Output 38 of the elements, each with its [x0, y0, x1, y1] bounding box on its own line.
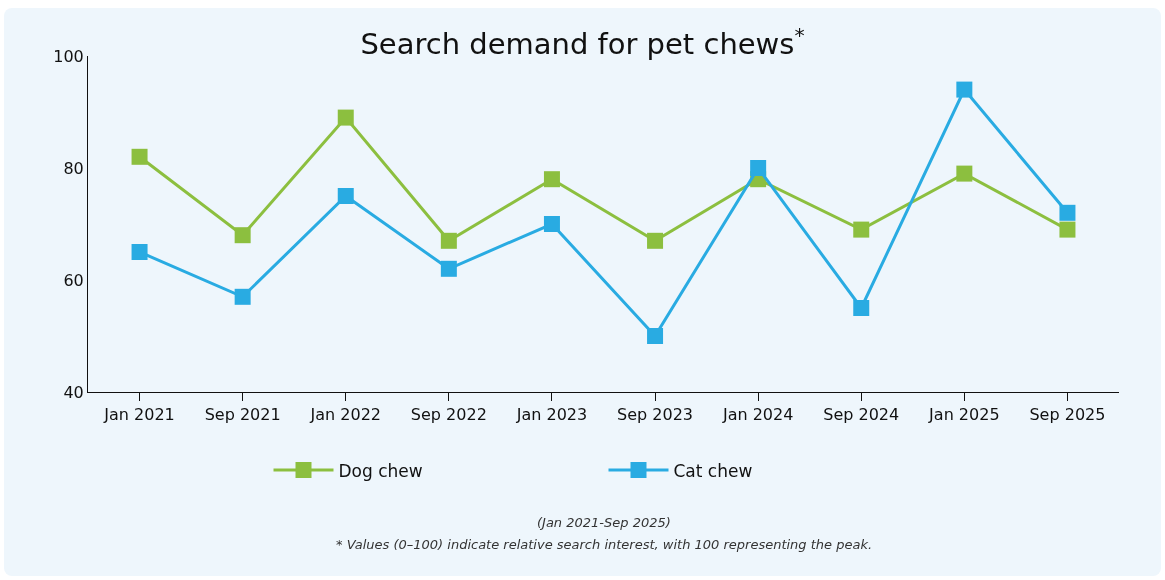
point [440, 232, 457, 249]
legend-label: Cat chew [673, 460, 753, 481]
y-tick-label: 60 [63, 270, 84, 290]
point [853, 221, 870, 238]
point [1059, 221, 1076, 238]
x-tick-label: Sep 2021 [204, 405, 281, 425]
chart-title: Search demand for pet chews$^{*}$ [360, 22, 805, 61]
x-tick-label: Sep 2025 [1029, 405, 1106, 425]
text: * Values (0–100) indicate relative search interest, with 100 representing the peak. [336, 537, 873, 552]
point [131, 148, 148, 165]
point [647, 232, 664, 249]
point [440, 260, 457, 277]
x-tick-label: Jan 2025 [928, 405, 1000, 425]
x-tick-label: Jan 2021 [103, 405, 175, 425]
y-tick-label: 40 [63, 382, 84, 402]
point [750, 160, 767, 176]
point [234, 288, 251, 305]
point [543, 171, 560, 188]
point [853, 300, 870, 316]
point [647, 328, 664, 344]
text: (Jan 2021-Sep 2025) [537, 515, 671, 530]
point [1059, 204, 1076, 221]
x-tick-label: Jan 2024 [721, 405, 794, 425]
x-tick-label: Sep 2024 [823, 405, 900, 425]
x-tick-label: Sep 2023 [617, 405, 694, 425]
point [234, 227, 251, 244]
x-tick-label: Jan 2023 [515, 405, 588, 425]
point [956, 165, 973, 182]
point [131, 244, 148, 260]
y-tick-label: 100 [53, 46, 84, 66]
point [956, 81, 973, 98]
legend-label: Dog chew [338, 460, 423, 481]
point [337, 188, 354, 204]
point [337, 109, 354, 126]
x-tick-label: Jan 2022 [309, 405, 381, 425]
y-tick-label: 80 [63, 158, 84, 178]
point [543, 216, 560, 232]
x-tick-label: Sep 2022 [410, 405, 487, 425]
